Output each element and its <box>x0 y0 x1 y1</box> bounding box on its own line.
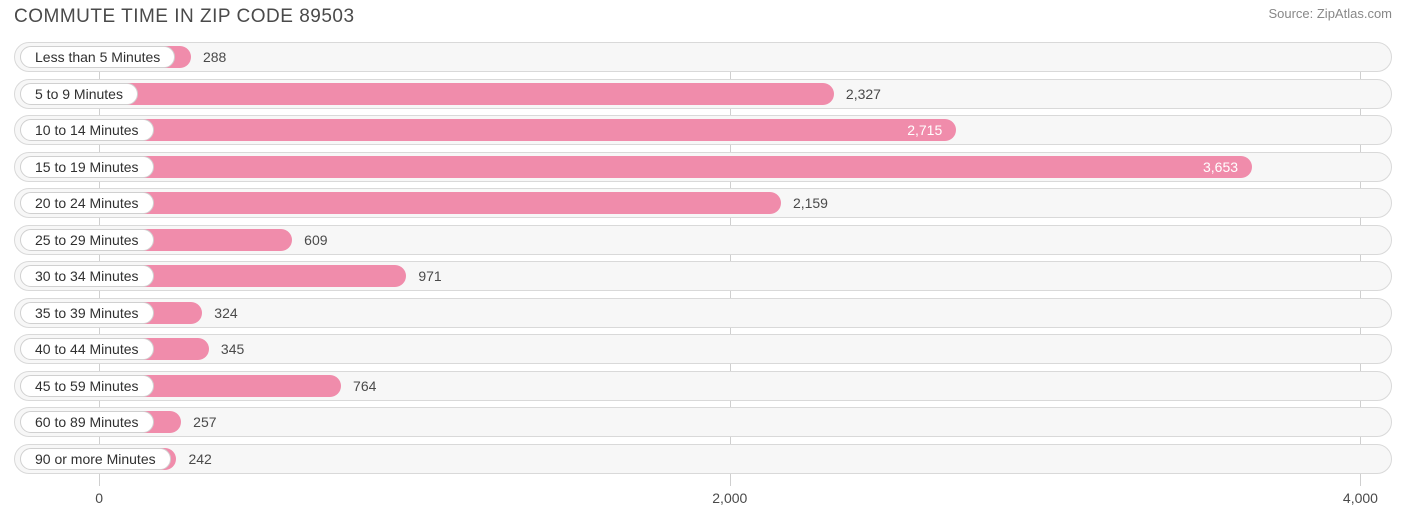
value-label: 242 <box>180 445 219 473</box>
bar-track: 20 to 24 Minutes 2,159 <box>14 188 1392 218</box>
bar-track: 40 to 44 Minutes 345 <box>14 334 1392 364</box>
value-label: 609 <box>296 226 335 254</box>
category-pill: 15 to 19 Minutes <box>20 156 154 178</box>
bar-track: 15 to 19 Minutes 3,653 <box>14 152 1392 182</box>
bar-track: 30 to 34 Minutes 971 <box>14 261 1392 291</box>
bar-track: 60 to 89 Minutes 257 <box>14 407 1392 437</box>
x-axis: 0 2,000 4,000 <box>14 490 1392 512</box>
value-label: 971 <box>410 262 449 290</box>
bar <box>38 83 834 105</box>
bar-track: 45 to 59 Minutes 764 <box>14 371 1392 401</box>
category-pill: 25 to 29 Minutes <box>20 229 154 251</box>
value-label: 764 <box>345 372 384 400</box>
category-pill: 60 to 89 Minutes <box>20 411 154 433</box>
category-pill: 35 to 39 Minutes <box>20 302 154 324</box>
category-pill: 45 to 59 Minutes <box>20 375 154 397</box>
bar <box>38 119 956 141</box>
bar <box>38 156 1252 178</box>
bar-track: 25 to 29 Minutes 609 <box>14 225 1392 255</box>
value-label: 2,715 <box>899 116 950 144</box>
bar-track: 35 to 39 Minutes 324 <box>14 298 1392 328</box>
chart-header: COMMUTE TIME IN ZIP CODE 89503 Source: Z… <box>0 0 1406 30</box>
x-tick-label: 2,000 <box>712 490 747 506</box>
category-pill: Less than 5 Minutes <box>20 46 175 68</box>
category-pill: 5 to 9 Minutes <box>20 83 138 105</box>
value-label: 345 <box>213 335 252 363</box>
bar-track: 90 or more Minutes 242 <box>14 444 1392 474</box>
value-label: 257 <box>185 408 224 436</box>
category-pill: 90 or more Minutes <box>20 448 171 470</box>
category-pill: 10 to 14 Minutes <box>20 119 154 141</box>
value-label: 3,653 <box>1195 153 1246 181</box>
chart-source: Source: ZipAtlas.com <box>1268 6 1392 21</box>
value-label: 324 <box>206 299 245 327</box>
category-pill: 20 to 24 Minutes <box>20 192 154 214</box>
bar-track: 10 to 14 Minutes 2,715 <box>14 115 1392 145</box>
category-pill: 40 to 44 Minutes <box>20 338 154 360</box>
bar-track: 5 to 9 Minutes 2,327 <box>14 79 1392 109</box>
value-label: 2,327 <box>838 80 889 108</box>
x-tick-label: 0 <box>95 490 103 506</box>
chart-plot-area: Less than 5 Minutes 288 5 to 9 Minutes 2,32… <box>14 42 1392 486</box>
bar-track: Less than 5 Minutes 288 <box>14 42 1392 72</box>
chart-title: COMMUTE TIME IN ZIP CODE 89503 <box>14 6 355 28</box>
x-tick-label: 4,000 <box>1343 490 1378 506</box>
category-pill: 30 to 34 Minutes <box>20 265 154 287</box>
value-label: 2,159 <box>785 189 836 217</box>
value-label: 288 <box>195 43 234 71</box>
